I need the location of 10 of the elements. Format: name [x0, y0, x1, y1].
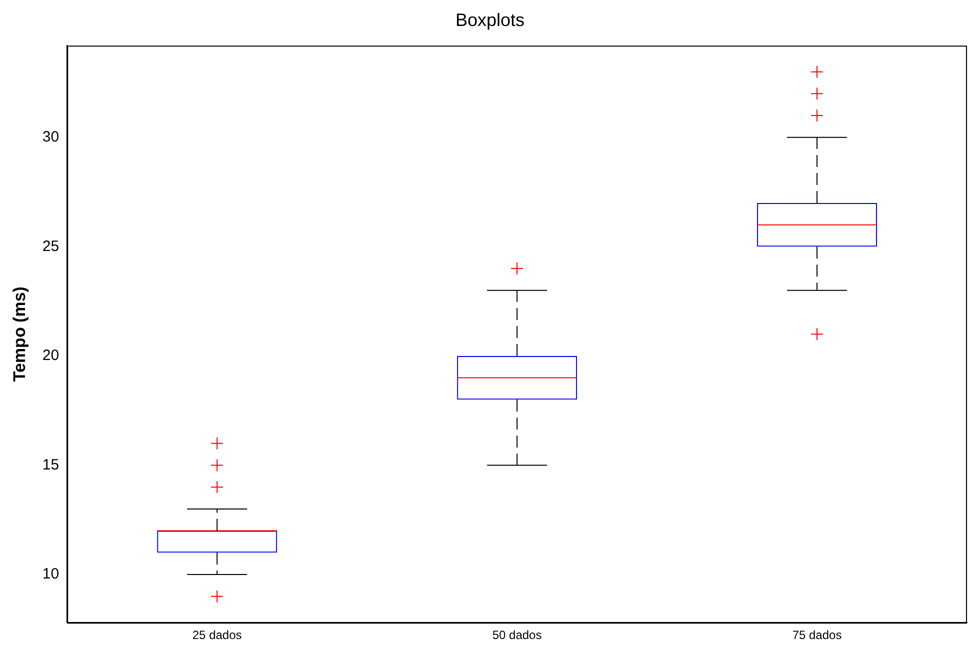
y-tick-label: 20 — [42, 347, 60, 364]
y-tick-label: 10 — [42, 566, 60, 583]
y-axis-title: Tempo (ms) — [10, 286, 29, 382]
y-tick-label: 15 — [42, 456, 60, 474]
x-tick-label: 75 dados — [792, 628, 842, 642]
x-tick-label: 50 dados — [492, 628, 542, 642]
y-tick-label: 25 — [42, 238, 60, 255]
chart-title: Boxplots — [455, 10, 525, 30]
x-tick-label: 25 dados — [192, 628, 242, 642]
y-tick-label: 30 — [42, 128, 60, 146]
